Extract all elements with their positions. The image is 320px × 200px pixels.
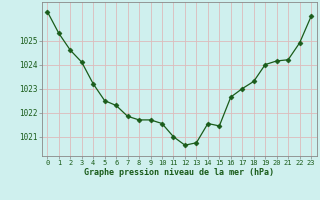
X-axis label: Graphe pression niveau de la mer (hPa): Graphe pression niveau de la mer (hPa) — [84, 168, 274, 177]
